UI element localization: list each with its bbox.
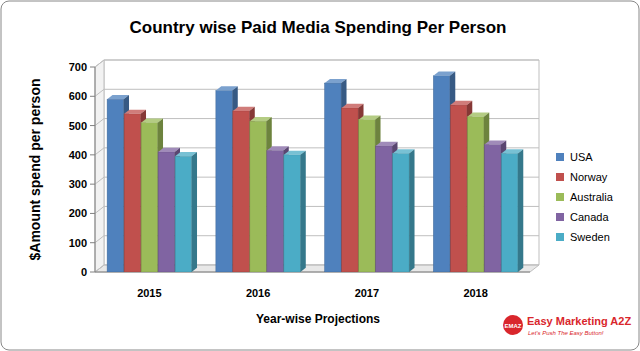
bar-front [141,123,158,272]
grid-line [95,89,539,96]
tick-label: 400 [69,149,87,161]
bar-front [467,117,484,272]
bar-front [501,153,518,272]
tick [90,125,95,126]
grid-line [95,60,539,67]
bar-front [433,76,450,272]
bar-side [300,151,305,272]
legend-swatch [556,153,564,161]
bar [284,151,306,272]
tick-label: 500 [69,120,87,132]
legend-label: Canada [570,211,609,223]
tick-label: 0 [81,266,87,278]
bar-front [216,90,233,272]
legend-label: USA [570,151,593,163]
tick [90,96,95,97]
bar-side [409,149,414,272]
logo-mark: EMAZ [505,323,522,329]
bar-front [233,111,250,272]
bar-front [175,156,192,272]
bar [175,152,197,272]
tick [90,154,95,155]
bar-front [342,108,359,272]
tick-label: 700 [69,61,87,73]
bar-side [192,152,197,272]
y-axis-label: $Amount spend per person [27,78,43,260]
category-label: 2018 [463,287,487,299]
frame [1,1,639,350]
side-wall [95,60,104,272]
bar-front [107,99,124,272]
bar-front [484,145,501,272]
bar [501,149,523,272]
tick-label: 200 [69,207,87,219]
bar [393,149,415,272]
legend-label: Sweden [570,231,610,243]
tick [90,242,95,243]
legend-swatch [556,193,564,201]
tick [90,272,95,273]
title: Country wise Paid Media Spending Per Per… [130,18,507,37]
bar-front [359,120,376,272]
tick-label: 600 [69,90,87,102]
category-label: 2017 [355,287,379,299]
tick [90,184,95,185]
tick [90,67,95,68]
tick-label: 100 [69,237,87,249]
x-axis-label: Year-wise Projections [256,312,380,326]
bar-front [124,114,141,272]
legend: USA Norway Australia Canada Sweden [556,151,614,243]
category-label: 2015 [137,287,161,299]
chart: Country wise Paid Media Spending Per Per… [0,0,640,351]
bar-front [376,146,393,272]
logo-text: Easy Marketing A2Z [527,315,631,327]
bar-front [393,153,410,272]
logo-tagline: Let's Push The Easy Button! [528,330,604,336]
bar-front [158,152,175,272]
bar-front [325,83,342,272]
legend-label: Australia [570,191,614,203]
legend-swatch [556,213,564,221]
category-label: 2016 [246,287,270,299]
bar-side [518,149,523,272]
legend-swatch [556,173,564,181]
bar-front [267,150,284,272]
bar-front [284,155,301,272]
logo-badge [503,315,523,335]
bar-front [250,121,267,272]
tick [90,213,95,214]
legend-label: Norway [570,171,608,183]
bars [107,72,523,272]
legend-swatch [556,233,564,241]
y-axis-line [95,67,96,272]
tick-label: 300 [69,178,87,190]
bar-front [450,105,467,272]
